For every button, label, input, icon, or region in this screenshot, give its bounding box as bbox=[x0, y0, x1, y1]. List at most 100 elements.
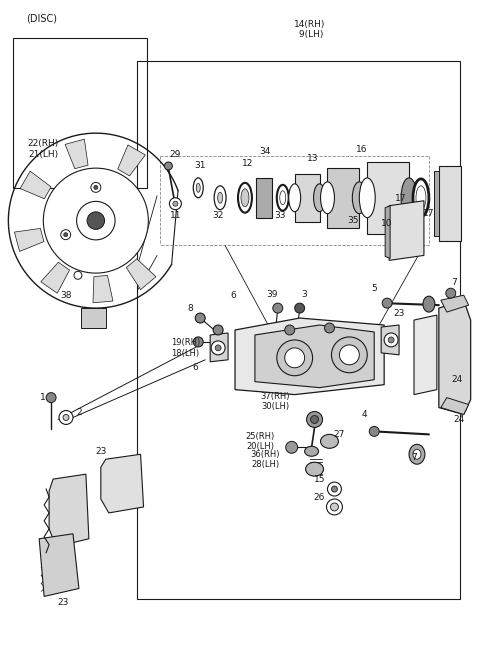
Ellipse shape bbox=[313, 184, 325, 212]
Text: 6: 6 bbox=[230, 291, 236, 300]
Ellipse shape bbox=[413, 179, 429, 216]
Circle shape bbox=[173, 201, 178, 206]
Text: 8: 8 bbox=[188, 304, 193, 313]
Text: 6: 6 bbox=[192, 363, 198, 372]
Ellipse shape bbox=[277, 185, 288, 211]
Text: 33: 33 bbox=[274, 211, 286, 220]
Polygon shape bbox=[20, 171, 51, 199]
Text: 19(RH)
18(LH): 19(RH) 18(LH) bbox=[171, 338, 200, 358]
Circle shape bbox=[286, 441, 298, 453]
Text: 34: 34 bbox=[259, 146, 271, 155]
Polygon shape bbox=[327, 168, 360, 228]
Text: 16: 16 bbox=[356, 144, 367, 154]
Circle shape bbox=[285, 325, 295, 335]
Circle shape bbox=[74, 272, 82, 279]
Circle shape bbox=[63, 415, 69, 420]
Text: 7: 7 bbox=[411, 453, 417, 462]
Ellipse shape bbox=[238, 183, 252, 213]
Polygon shape bbox=[14, 228, 44, 251]
Circle shape bbox=[215, 345, 221, 351]
Ellipse shape bbox=[416, 186, 426, 210]
Circle shape bbox=[94, 186, 98, 190]
Circle shape bbox=[382, 298, 392, 308]
Text: 23: 23 bbox=[57, 598, 69, 607]
Text: 37(RH)
30(LH): 37(RH) 30(LH) bbox=[260, 392, 290, 411]
Circle shape bbox=[43, 168, 148, 273]
Polygon shape bbox=[434, 171, 439, 236]
Polygon shape bbox=[256, 178, 272, 218]
Circle shape bbox=[61, 230, 71, 239]
Text: 15: 15 bbox=[314, 475, 325, 483]
Ellipse shape bbox=[288, 184, 300, 212]
Polygon shape bbox=[385, 206, 390, 258]
Circle shape bbox=[311, 415, 319, 423]
Text: 14(RH)
 9(LH): 14(RH) 9(LH) bbox=[294, 20, 325, 39]
Polygon shape bbox=[414, 315, 437, 395]
Circle shape bbox=[295, 303, 305, 313]
Circle shape bbox=[273, 303, 283, 313]
Text: 17: 17 bbox=[423, 209, 435, 218]
Circle shape bbox=[46, 393, 56, 403]
Circle shape bbox=[327, 482, 341, 496]
Text: 29: 29 bbox=[170, 150, 181, 159]
Ellipse shape bbox=[280, 191, 286, 205]
Ellipse shape bbox=[193, 178, 203, 197]
Text: 22(RH)
21(LH): 22(RH) 21(LH) bbox=[27, 139, 59, 159]
Ellipse shape bbox=[306, 462, 324, 476]
Circle shape bbox=[165, 162, 172, 170]
Text: 38: 38 bbox=[60, 291, 72, 300]
Polygon shape bbox=[295, 174, 320, 222]
Circle shape bbox=[77, 201, 115, 240]
Text: 10: 10 bbox=[382, 219, 393, 228]
Polygon shape bbox=[41, 262, 70, 293]
Text: 27: 27 bbox=[334, 430, 345, 439]
Text: (DISC): (DISC) bbox=[26, 14, 57, 24]
Circle shape bbox=[64, 233, 68, 237]
Bar bbox=[13, 38, 147, 188]
Polygon shape bbox=[101, 454, 144, 513]
Circle shape bbox=[195, 313, 205, 323]
Polygon shape bbox=[81, 308, 106, 328]
Text: 24: 24 bbox=[451, 375, 462, 384]
Polygon shape bbox=[367, 162, 409, 234]
Text: 32: 32 bbox=[213, 211, 224, 220]
Ellipse shape bbox=[413, 449, 421, 459]
Text: 17: 17 bbox=[396, 194, 407, 203]
Text: 25(RH)
20(LH): 25(RH) 20(LH) bbox=[246, 432, 275, 451]
Text: 7: 7 bbox=[451, 277, 456, 287]
Polygon shape bbox=[93, 276, 113, 303]
Circle shape bbox=[211, 341, 225, 355]
Ellipse shape bbox=[360, 178, 375, 218]
Text: 12: 12 bbox=[242, 159, 253, 169]
Polygon shape bbox=[126, 259, 156, 289]
Circle shape bbox=[326, 499, 342, 515]
Polygon shape bbox=[39, 534, 79, 596]
Circle shape bbox=[277, 340, 312, 376]
Ellipse shape bbox=[214, 186, 226, 210]
Polygon shape bbox=[118, 145, 145, 176]
Text: 5: 5 bbox=[372, 284, 377, 293]
Text: 4: 4 bbox=[361, 410, 367, 419]
Text: 23: 23 bbox=[394, 308, 405, 318]
Polygon shape bbox=[381, 325, 399, 355]
Ellipse shape bbox=[401, 178, 417, 218]
Ellipse shape bbox=[409, 444, 425, 464]
Circle shape bbox=[339, 345, 360, 365]
Circle shape bbox=[330, 503, 338, 511]
Text: 26: 26 bbox=[314, 493, 325, 502]
Ellipse shape bbox=[352, 182, 366, 214]
Ellipse shape bbox=[321, 182, 335, 214]
Polygon shape bbox=[439, 300, 471, 415]
Text: 24: 24 bbox=[453, 415, 464, 424]
Text: 1: 1 bbox=[40, 393, 46, 402]
Text: 2: 2 bbox=[76, 408, 82, 417]
Text: 35: 35 bbox=[348, 216, 359, 225]
Circle shape bbox=[388, 337, 394, 343]
Circle shape bbox=[193, 337, 203, 347]
Circle shape bbox=[324, 323, 335, 333]
Text: 11: 11 bbox=[169, 211, 181, 220]
Polygon shape bbox=[235, 318, 384, 395]
Circle shape bbox=[59, 411, 73, 424]
Text: 3: 3 bbox=[302, 290, 308, 298]
Circle shape bbox=[213, 325, 223, 335]
